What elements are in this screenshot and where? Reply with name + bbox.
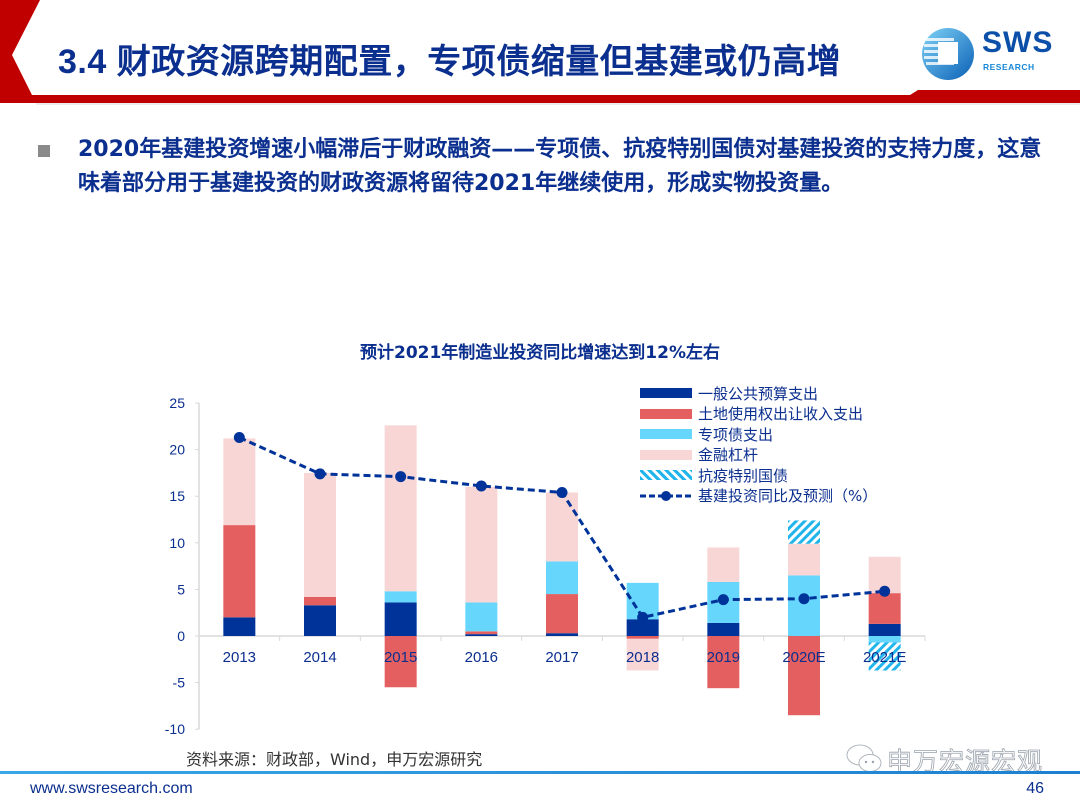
legend-item: 一般公共预算支出 xyxy=(640,383,877,404)
bullet-text: 2020年基建投资增速小幅滞后于财政融资——专项债、抗疫特别国债对基建投资的支持… xyxy=(78,137,1042,196)
legend-label: 专项债支出 xyxy=(698,425,774,444)
bar-segment-special-bond xyxy=(546,561,578,595)
source-note: 资料来源：财政部，Wind，申万宏源研究 xyxy=(186,750,483,769)
bar-segment-financial-leverage xyxy=(304,472,336,597)
bar-segment-land-sale xyxy=(626,636,659,639)
bar-segment-special-treasury xyxy=(788,520,820,544)
bar-segment-special-bond xyxy=(384,591,417,603)
x-tick-label: 2015 xyxy=(384,649,417,666)
y-tick-label: 15 xyxy=(169,488,185,504)
legend-swatch xyxy=(640,429,692,440)
line-point xyxy=(637,611,649,623)
legend-item: 专项债支出 xyxy=(640,424,877,445)
bar-segment-land-sale xyxy=(384,636,417,688)
line-point xyxy=(556,486,568,498)
bar-segment-land-sale xyxy=(788,636,820,716)
line-point xyxy=(475,480,487,492)
legend-item: 金融杠杆 xyxy=(640,445,877,466)
y-tick-label: 20 xyxy=(169,442,185,458)
bar-segment-special-treasury xyxy=(868,642,901,671)
logo-subtext: RESEARCH xyxy=(983,62,1035,72)
bar-segment-general-budget xyxy=(465,634,498,636)
bar-segment-general-budget xyxy=(626,619,659,636)
chart-legend: 一般公共预算支出土地使用权出让收入支出 专项债支出金融杠杆 抗疫特别国债基建投资同比… xyxy=(640,383,877,506)
y-tick-label: 5 xyxy=(177,581,185,597)
y-tick-label: 10 xyxy=(169,535,185,551)
bar-segment-general-budget xyxy=(707,622,740,636)
line-point xyxy=(233,431,245,443)
line-point xyxy=(395,471,407,483)
y-tick-label: 0 xyxy=(177,628,185,644)
bar-segment-land-sale xyxy=(223,525,256,618)
bar-segment-general-budget xyxy=(223,617,256,636)
bar-segment-general-budget xyxy=(304,605,336,636)
line-point xyxy=(314,468,326,480)
legend-label: 金融杠杆 xyxy=(698,446,759,465)
legend-swatch xyxy=(640,408,692,419)
y-tick-label: -5 xyxy=(173,675,186,691)
x-tick-label: 2013 xyxy=(223,649,256,666)
header-red-chevron xyxy=(0,0,40,103)
legend-item: 土地使用权出让收入支出 xyxy=(640,404,877,425)
x-tick-label: 2021E xyxy=(863,649,906,666)
legend-swatch xyxy=(640,388,692,399)
legend-item: 基建投资同比及预测（%） xyxy=(640,486,877,507)
bar-segment-financial-leverage xyxy=(465,486,498,603)
bar-segment-special-bond xyxy=(868,636,901,643)
x-tick-label: 2014 xyxy=(303,649,336,666)
legend-label: 土地使用权出让收入支出 xyxy=(698,405,864,424)
bar-segment-land-sale xyxy=(546,594,578,634)
line-point xyxy=(717,594,729,606)
x-tick-label: 2017 xyxy=(545,649,578,666)
chart-title: 预计2021年制造业投资同比增速达到12%左右 xyxy=(359,343,720,363)
bar-segment-financial-leverage xyxy=(384,425,417,592)
legend-item: 抗疫特别国债 xyxy=(640,465,877,486)
x-tick-label: 2019 xyxy=(707,649,740,666)
legend-label: 抗疫特别国债 xyxy=(698,466,789,485)
bar-segment-financial-leverage xyxy=(707,547,740,582)
footer-divider xyxy=(0,771,1080,774)
chart-bars xyxy=(223,425,901,716)
bar-segment-financial-leverage xyxy=(626,638,659,671)
x-tick-label: 2018 xyxy=(626,649,659,666)
x-tick-label: 2016 xyxy=(465,649,498,666)
bar-segment-general-budget xyxy=(868,623,901,636)
header-red-bottom-band xyxy=(22,90,1080,103)
x-tick-label: 2020E xyxy=(782,649,825,666)
page-title: 3.4 财政资源跨期配置，专项债缩量但基建或仍高增 xyxy=(58,43,842,81)
legend-label: 基建投资同比及预测（%） xyxy=(698,487,878,506)
legend-label: 一般公共预算支出 xyxy=(698,384,819,403)
y-tick-label: -10 xyxy=(165,721,185,737)
bar-segment-general-budget xyxy=(546,633,578,636)
line-point xyxy=(798,593,810,605)
header-banner xyxy=(0,0,1080,105)
bullet-square-icon xyxy=(38,145,50,157)
legend-swatch xyxy=(640,449,692,460)
legend-swatch xyxy=(640,490,692,501)
chart-labels: 2013 2014 2015 2016 2017 2018 2019 2020E 2021E xyxy=(223,649,907,666)
sws-logo: SWS RESEARCH xyxy=(920,26,1070,82)
bullet-point: 2020年基建投资增速小幅滞后于财政融资——专项债、抗疫特别国债对基建投资的支持… xyxy=(38,133,1058,201)
page-number: 46 xyxy=(1026,780,1044,797)
bar-segment-financial-leverage xyxy=(546,492,578,562)
line-point xyxy=(879,585,891,597)
logo-text: SWS xyxy=(982,26,1054,59)
legend-swatch xyxy=(640,470,692,481)
bar-segment-land-sale xyxy=(868,593,901,624)
bar-segment-general-budget xyxy=(384,602,417,636)
bar-segment-land-sale xyxy=(304,596,336,606)
bar-segment-land-sale xyxy=(707,636,740,689)
y-tick-label: 25 xyxy=(169,395,185,411)
bar-segment-land-sale xyxy=(465,631,498,635)
wechat-icon xyxy=(846,744,882,772)
bar-segment-special-bond xyxy=(465,602,498,632)
sws-logo-icon xyxy=(922,28,974,80)
footer-url[interactable]: www.swsresearch.com xyxy=(30,780,193,797)
bar-segment-special-bond xyxy=(788,575,820,636)
bar-segment-financial-leverage xyxy=(223,438,256,526)
chart-line-series xyxy=(233,431,891,623)
bar-segment-financial-leverage xyxy=(788,543,820,576)
